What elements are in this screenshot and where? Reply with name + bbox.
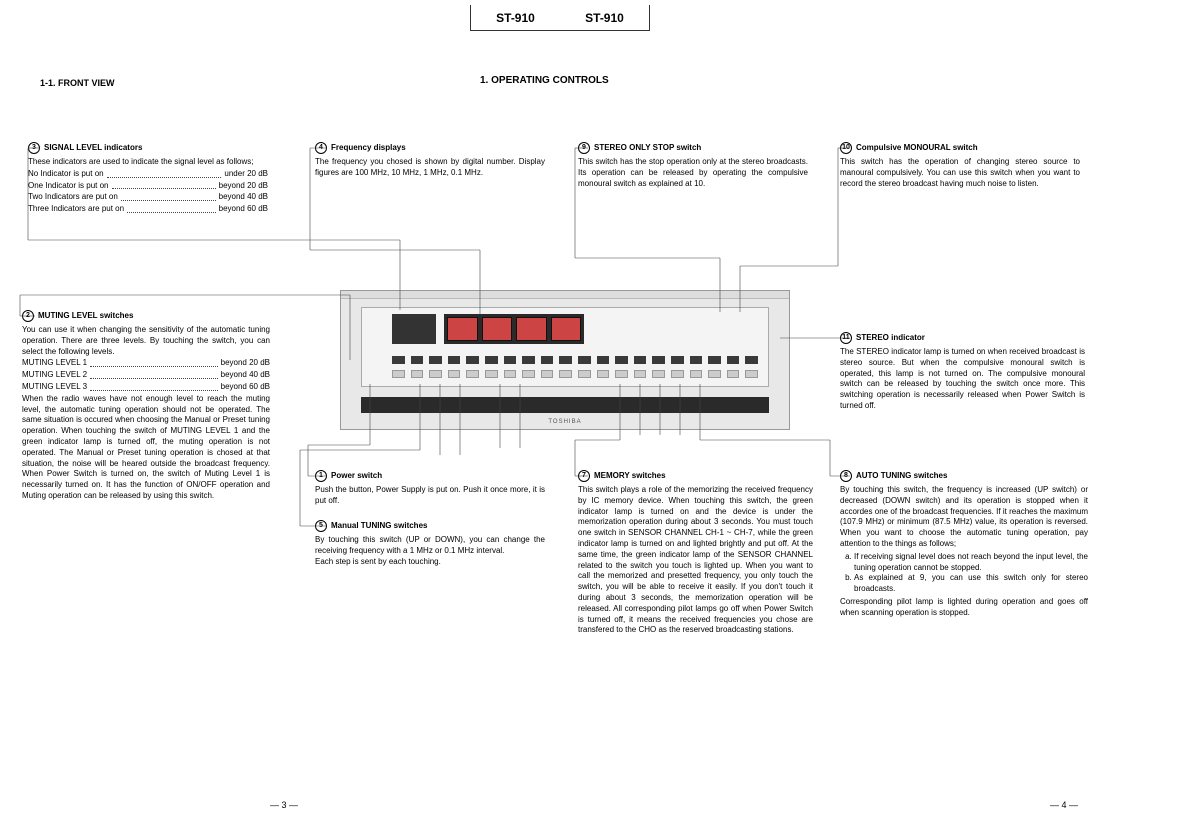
num-7: 7 xyxy=(578,470,590,482)
device-illustration: TOSHIBA xyxy=(340,290,790,430)
freq-digit xyxy=(516,317,547,341)
dotted-row: No Indicator is put onunder 20 dB xyxy=(28,169,268,180)
device-front-panel xyxy=(361,307,769,387)
num-3: 3 xyxy=(28,142,40,154)
page-container: ST-910 ST-910 1. OPERATING CONTROLS 1-1.… xyxy=(0,0,1190,840)
callout-1-body: Push the button, Power Supply is put on.… xyxy=(315,485,545,507)
callout-11-title: STEREO indicator xyxy=(856,333,925,344)
page-number-right: — 4 — xyxy=(1050,800,1078,810)
callout-8-title: AUTO TUNING switches xyxy=(856,471,947,482)
list-item: As explained at 9, you can use this swit… xyxy=(854,573,1088,595)
dotted-row: Two Indicators are put onbeyond 40 dB xyxy=(28,192,268,203)
callout-4: 4 Frequency displays The frequency you c… xyxy=(315,142,545,179)
callout-9-body: This switch has the stop operation only … xyxy=(578,157,808,189)
num-4: 4 xyxy=(315,142,327,154)
callout-5-body: By touching this switch (UP or DOWN), yo… xyxy=(315,535,545,567)
model-header: ST-910 ST-910 xyxy=(470,5,650,31)
dotted-row: Three Indicators are put onbeyond 60 dB xyxy=(28,204,268,215)
callout-3-title: SIGNAL LEVEL indicators xyxy=(44,143,142,154)
signal-level-panel xyxy=(392,314,436,344)
device-brand: TOSHIBA xyxy=(341,419,789,425)
callout-5-title: Manual TUNING switches xyxy=(331,521,427,532)
num-9: 9 xyxy=(578,142,590,154)
channel-indicators xyxy=(392,356,758,368)
freq-digit xyxy=(551,317,582,341)
callout-2: 2 MUTING LEVEL switches You can use it w… xyxy=(22,310,270,502)
section-title: 1. OPERATING CONTROLS xyxy=(480,75,609,86)
callout-1: 1 Power switch Push the button, Power Su… xyxy=(315,470,545,507)
callout-2-rows: MUTING LEVEL 1beyond 20 dBMUTING LEVEL 2… xyxy=(22,358,270,392)
callout-9: 9 STEREO ONLY STOP switch This switch ha… xyxy=(578,142,808,189)
callout-2-title: MUTING LEVEL switches xyxy=(38,311,133,322)
callout-5: 5 Manual TUNING switches By touching thi… xyxy=(315,520,545,567)
num-1: 1 xyxy=(315,470,327,482)
page-number-left: — 3 — xyxy=(270,800,298,810)
dotted-row: MUTING LEVEL 1beyond 20 dB xyxy=(22,358,270,369)
list-item: If receiving signal level does not reach… xyxy=(854,552,1088,574)
callout-1-title: Power switch xyxy=(331,471,382,482)
callout-11-body: The STEREO indicator lamp is turned on w… xyxy=(840,347,1085,412)
callout-8-body: By touching this switch, the frequency i… xyxy=(840,485,1088,550)
freq-digit xyxy=(482,317,513,341)
num-2: 2 xyxy=(22,310,34,322)
callout-7-title: MEMORY switches xyxy=(594,471,666,482)
callout-7-body: This switch plays a role of the memorizi… xyxy=(578,485,813,636)
callout-11: 11 STEREO indicator The STEREO indicator… xyxy=(840,332,1085,412)
callout-10-body: This switch has the operation of changin… xyxy=(840,157,1080,189)
callout-3: 3 SIGNAL LEVEL indicators These indicato… xyxy=(28,142,268,216)
callout-2-body: When the radio waves have not enough lev… xyxy=(22,394,270,502)
dotted-row: One Indicator is put onbeyond 20 dB xyxy=(28,181,268,192)
dotted-row: MUTING LEVEL 2beyond 40 dB xyxy=(22,370,270,381)
num-11: 11 xyxy=(840,332,852,344)
callout-8: 8 AUTO TUNING switches By touching this … xyxy=(840,470,1088,619)
callout-8-list: If receiving signal level does not reach… xyxy=(840,552,1088,595)
dotted-row: MUTING LEVEL 3beyond 60 dB xyxy=(22,382,270,393)
device-lower-strip xyxy=(361,397,769,413)
num-10: 10 xyxy=(840,142,852,154)
num-8: 8 xyxy=(840,470,852,482)
callout-4-body: The frequency you chosed is shown by dig… xyxy=(315,157,545,179)
callout-10: 10 Compulsive MONOURAL switch This switc… xyxy=(840,142,1080,189)
model-left: ST-910 xyxy=(496,11,535,25)
model-right: ST-910 xyxy=(585,11,624,25)
callout-3-intro: These indicators are used to indicate th… xyxy=(28,157,268,168)
frequency-display xyxy=(444,314,584,344)
num-5: 5 xyxy=(315,520,327,532)
callout-2-intro: You can use it when changing the sensiti… xyxy=(22,325,270,357)
callout-7: 7 MEMORY switches This switch plays a ro… xyxy=(578,470,813,636)
callout-8-tail: Corresponding pilot lamp is lighted duri… xyxy=(840,597,1088,619)
switch-row xyxy=(392,370,758,382)
subsection-title: 1-1. FRONT VIEW xyxy=(40,78,115,88)
callout-9-title: STEREO ONLY STOP switch xyxy=(594,143,701,154)
device-top-edge xyxy=(341,291,789,299)
callout-3-rows: No Indicator is put onunder 20 dBOne Ind… xyxy=(28,169,268,215)
callout-10-title: Compulsive MONOURAL switch xyxy=(856,143,978,154)
callout-4-title: Frequency displays xyxy=(331,143,406,154)
freq-digit xyxy=(447,317,478,341)
